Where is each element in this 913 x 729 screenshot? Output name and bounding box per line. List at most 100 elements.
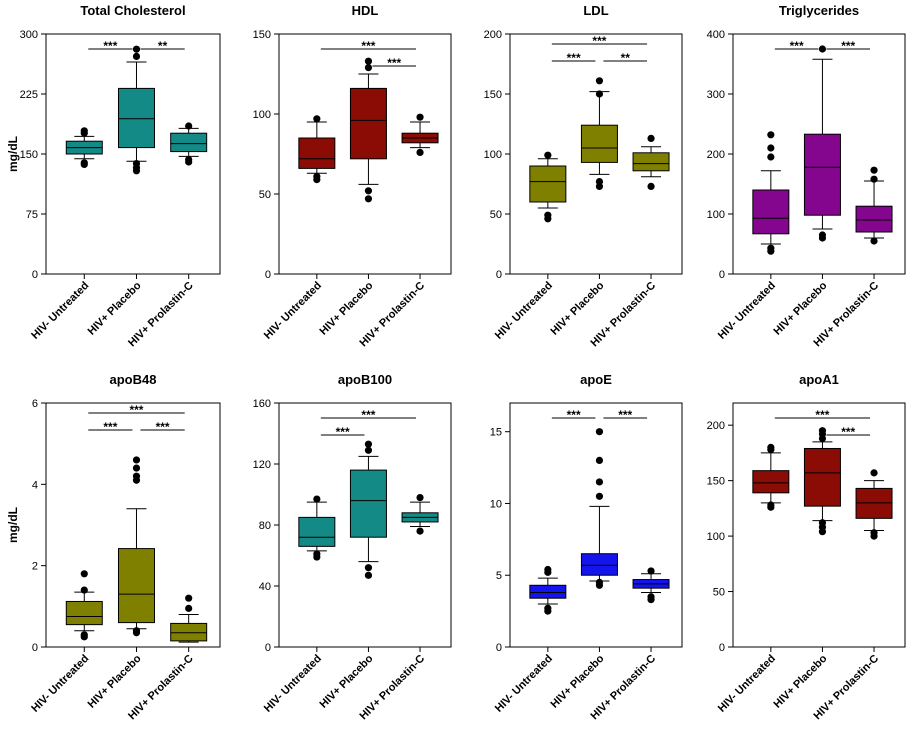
outlier-point bbox=[767, 153, 775, 161]
y-tick-label: 100 bbox=[707, 209, 725, 221]
outlier-point bbox=[767, 131, 775, 139]
chart-title: HDL bbox=[352, 3, 379, 18]
y-tick-label: 300 bbox=[20, 29, 38, 41]
iqr-box bbox=[529, 165, 567, 203]
outlier-point bbox=[364, 440, 373, 448]
category-label: HIV+ Placebo bbox=[318, 652, 376, 710]
outlier-point bbox=[364, 571, 373, 579]
outlier-point bbox=[870, 237, 878, 245]
y-tick-label: 80 bbox=[259, 520, 271, 532]
iqr-box bbox=[855, 205, 893, 233]
category-label: HIV+ Placebo bbox=[549, 279, 607, 337]
box-1 bbox=[752, 443, 790, 511]
box-1 bbox=[65, 127, 103, 168]
y-tick-label: 200 bbox=[707, 420, 725, 432]
outlier-point bbox=[870, 166, 878, 174]
category-label: HIV- Untreated bbox=[716, 653, 778, 715]
y-tick-label: 5 bbox=[496, 570, 502, 582]
outlier-point bbox=[80, 127, 88, 135]
box-3 bbox=[855, 166, 893, 245]
y-tick-label: 150 bbox=[707, 476, 725, 488]
outlier-point bbox=[647, 567, 655, 575]
outlier-point bbox=[767, 244, 775, 252]
chart-title: apoB48 bbox=[110, 372, 157, 387]
outlier-point bbox=[595, 428, 604, 436]
box-1 bbox=[298, 115, 336, 184]
iqr-box bbox=[529, 584, 567, 599]
outlier-point bbox=[364, 446, 373, 454]
iqr-box bbox=[632, 152, 670, 172]
box-1 bbox=[298, 495, 336, 561]
outlier-point bbox=[185, 594, 193, 602]
significance-label: *** bbox=[361, 39, 375, 53]
significance-label: *** bbox=[387, 56, 401, 70]
significance-label: *** bbox=[361, 408, 375, 422]
y-tick-label: 40 bbox=[259, 581, 271, 593]
outlier-point bbox=[544, 604, 552, 612]
iqr-box bbox=[170, 132, 208, 153]
box-1 bbox=[65, 570, 103, 641]
box-3 bbox=[401, 113, 439, 156]
category-label: HIV+ Placebo bbox=[86, 279, 144, 337]
chart-title: apoE bbox=[580, 372, 612, 387]
category-label: HIV- Untreated bbox=[493, 653, 555, 715]
significance-label: *** bbox=[103, 39, 117, 53]
iqr-box bbox=[752, 470, 790, 494]
chart-panel-4: Triglycerides 0 100 200 300 400 HIV- Untreated… bbox=[707, 3, 906, 349]
outlier-point bbox=[132, 45, 141, 53]
outlier-point bbox=[595, 77, 604, 85]
outlier-point bbox=[80, 570, 88, 578]
y-tick-label: 225 bbox=[20, 89, 38, 101]
significance-label: *** bbox=[790, 39, 804, 53]
y-tick-label: 0 bbox=[719, 269, 725, 281]
outlier-point bbox=[595, 492, 604, 500]
significance-label: *** bbox=[156, 420, 170, 434]
box-3 bbox=[855, 469, 893, 540]
box-3 bbox=[170, 594, 208, 643]
box-2 bbox=[580, 77, 618, 190]
iqr-box bbox=[65, 600, 103, 626]
y-tick-label: 0 bbox=[32, 269, 38, 281]
outlier-point bbox=[647, 182, 655, 190]
box-3 bbox=[632, 134, 670, 190]
significance-label: *** bbox=[815, 408, 829, 422]
y-tick-label: 100 bbox=[484, 149, 502, 161]
significance-label: *** bbox=[618, 408, 632, 422]
plot-frame bbox=[278, 33, 452, 275]
iqr-box bbox=[298, 137, 336, 169]
outlier-point bbox=[595, 90, 604, 98]
outlier-point bbox=[818, 231, 827, 239]
box-2 bbox=[803, 45, 841, 242]
outlier-point bbox=[544, 151, 552, 159]
chart-title: apoB100 bbox=[338, 372, 392, 387]
category-label: HIV- Untreated bbox=[29, 280, 91, 342]
outlier-point bbox=[132, 464, 141, 472]
box-2 bbox=[580, 428, 618, 589]
outlier-point bbox=[818, 519, 827, 527]
outlier-point bbox=[80, 586, 88, 594]
outlier-point bbox=[647, 593, 655, 601]
outlier-point bbox=[870, 175, 878, 183]
iqr-box bbox=[117, 87, 155, 149]
outlier-point bbox=[313, 495, 321, 503]
category-label: HIV- Untreated bbox=[262, 653, 324, 715]
outlier-point bbox=[364, 564, 373, 572]
iqr-box bbox=[298, 516, 336, 547]
box-3 bbox=[170, 122, 208, 166]
box-1 bbox=[529, 565, 567, 615]
iqr-box bbox=[580, 124, 618, 163]
y-tick-label: 300 bbox=[707, 89, 725, 101]
outlier-point bbox=[870, 529, 878, 537]
iqr-box bbox=[170, 622, 208, 642]
significance-label: *** bbox=[129, 403, 143, 417]
plot-frame bbox=[45, 402, 221, 648]
y-tick-label: 15 bbox=[490, 427, 502, 439]
y-tick-label: 150 bbox=[484, 89, 502, 101]
y-tick-label: 400 bbox=[707, 29, 725, 41]
outlier-point bbox=[416, 493, 424, 502]
